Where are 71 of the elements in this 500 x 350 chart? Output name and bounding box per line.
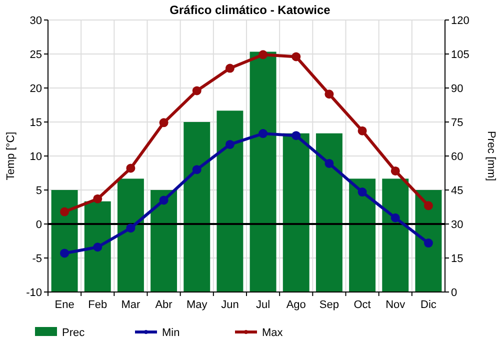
y-tick-label: 0	[36, 219, 42, 231]
y2-tick-label: 30	[451, 219, 464, 231]
point	[225, 64, 234, 73]
point	[159, 196, 168, 205]
bar	[150, 190, 178, 292]
point	[126, 164, 136, 173]
y-tick-label: 5	[36, 185, 42, 197]
y2-tick-label: 45	[451, 185, 464, 197]
y2-tick-label: 15	[451, 253, 464, 265]
bar	[216, 110, 244, 292]
point	[159, 118, 168, 128]
legend-label: Min	[162, 327, 180, 339]
point	[292, 52, 301, 62]
point	[60, 248, 70, 258]
point	[424, 201, 433, 210]
x-tick-label: Nov	[386, 299, 406, 311]
bar	[84, 201, 111, 292]
x-tick-label: Oct	[354, 299, 371, 311]
bar	[250, 52, 276, 292]
bar	[282, 133, 310, 292]
legend-label: Prec	[62, 327, 86, 339]
point	[93, 194, 102, 204]
x-tick-label: Dic	[420, 299, 437, 311]
point	[390, 213, 400, 222]
bar	[117, 178, 144, 292]
y-axis-title: Temp [°C]	[5, 132, 17, 180]
point	[424, 238, 433, 248]
y2-tick-label: 0	[451, 287, 458, 299]
y-tick-label: 15	[30, 117, 42, 129]
point	[292, 131, 301, 140]
x-tick-label: Sep	[319, 299, 339, 311]
point	[258, 50, 268, 60]
y-tick-label: 20	[30, 83, 42, 95]
y2-tick-label: 105	[451, 49, 470, 61]
bar	[382, 178, 409, 292]
point	[324, 90, 334, 99]
point	[126, 224, 136, 233]
point	[192, 86, 202, 96]
x-tick-label: Abr	[155, 299, 173, 311]
point	[60, 207, 70, 216]
point	[225, 140, 234, 149]
y-tick-label: 25	[30, 49, 42, 61]
y2-axis-title: Prec [mm]	[485, 130, 497, 182]
x-tick-label: May	[186, 299, 208, 311]
x-tick-label: Jul	[256, 299, 270, 311]
chart-title: Gráfico climático - Katowice	[170, 3, 331, 17]
point	[192, 165, 202, 174]
x-tick-label: Jun	[221, 299, 239, 311]
y2-tick-label: 75	[451, 117, 464, 129]
y2-tick-label: 60	[451, 151, 464, 163]
bar	[316, 133, 342, 292]
x-tick-label: Feb	[88, 299, 108, 311]
y-tick-label: 10	[30, 151, 42, 163]
legend-label: Max	[262, 327, 284, 339]
x-tick-label: Ago	[286, 299, 306, 311]
x-tick-label: Mar	[121, 299, 141, 311]
point	[358, 188, 367, 197]
x-tick-label: Ene	[54, 299, 74, 311]
point	[324, 158, 334, 168]
bar	[349, 178, 376, 292]
y-tick-label: -5	[32, 253, 42, 265]
y2-tick-label: 90	[451, 83, 464, 95]
y-tick-label: 30	[30, 15, 42, 27]
point	[358, 126, 367, 136]
bar	[184, 122, 210, 292]
y2-tick-label: 120	[451, 15, 470, 27]
point	[93, 242, 102, 252]
y-tick-label: -10	[26, 287, 42, 299]
point	[390, 166, 400, 176]
bar	[51, 190, 78, 292]
point	[258, 129, 268, 138]
